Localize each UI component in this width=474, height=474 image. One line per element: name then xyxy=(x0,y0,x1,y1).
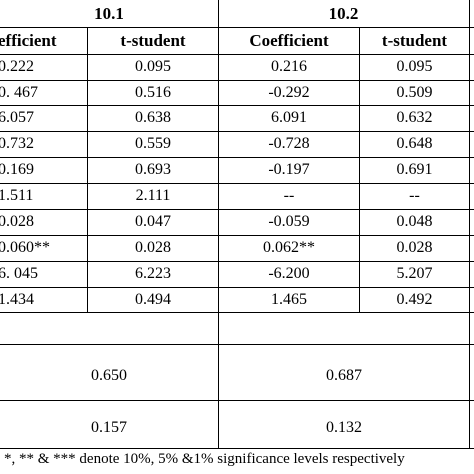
table-cell: 0. 467 xyxy=(0,84,38,101)
footnote: *, ** & *** denote 10%, 5% &1% significa… xyxy=(4,451,405,467)
summary-cell: 0.157 xyxy=(91,419,127,436)
rule xyxy=(0,400,474,401)
table-cell: 1.434 xyxy=(0,291,34,308)
rule xyxy=(0,157,474,158)
table-cell: 0.028 xyxy=(0,213,34,230)
rule xyxy=(0,27,474,28)
rule xyxy=(469,0,470,448)
summary-cell: 0.687 xyxy=(326,367,362,384)
column-header: efficient xyxy=(0,31,57,50)
table-cell: 0.047 xyxy=(135,213,171,230)
rule xyxy=(0,344,474,345)
rule xyxy=(0,183,474,184)
rule xyxy=(0,235,474,236)
table-cell: 2.111 xyxy=(135,187,171,204)
table-cell: -6.200 xyxy=(268,265,310,282)
table-cell: 0.691 xyxy=(396,161,433,178)
table-cell: -0.728 xyxy=(268,135,310,152)
rule xyxy=(0,261,474,262)
table-cell: 0.516 xyxy=(135,84,171,101)
table-cell: 0.062** xyxy=(263,239,315,256)
table-cell: -- xyxy=(283,187,295,204)
table-cell: 0.559 xyxy=(135,135,171,152)
column-header: Coefficient xyxy=(249,31,329,50)
table-cell: 0.095 xyxy=(396,58,433,75)
rule xyxy=(0,105,474,106)
table-cell: 0.222 xyxy=(0,58,34,75)
summary-cell: 0.132 xyxy=(326,419,362,436)
table-cell: 0.048 xyxy=(396,213,433,230)
table-cell: 6.057 xyxy=(0,109,34,126)
group-header: 10.1 xyxy=(94,4,124,23)
table-cell: 0.216 xyxy=(271,58,307,75)
table-cell: -0.197 xyxy=(268,161,310,178)
rule xyxy=(0,80,474,81)
column-header: t-student xyxy=(381,31,448,50)
table-cell: 0.632 xyxy=(396,109,433,126)
table-cell: -- xyxy=(409,187,420,204)
table-cell: 0.169 xyxy=(0,161,34,178)
rule xyxy=(0,312,474,313)
table-cell: 6.223 xyxy=(135,265,171,282)
table-cell: 0.693 xyxy=(135,161,171,178)
table-cell: 0.732 xyxy=(0,135,34,152)
table-cell: 6.091 xyxy=(271,109,307,126)
table-cell: 0.509 xyxy=(396,84,433,101)
rule xyxy=(0,131,474,132)
rule xyxy=(0,209,474,210)
table-cell: 5.207 xyxy=(396,265,433,282)
rule xyxy=(359,27,360,312)
table-cell: 0.028 xyxy=(396,239,433,256)
table-cell: 0.494 xyxy=(135,291,171,308)
rule xyxy=(87,27,88,312)
table-cell: 0.648 xyxy=(396,135,433,152)
table-cell: 1.511 xyxy=(0,187,34,204)
table-cell: -0.292 xyxy=(268,84,310,101)
column-header: t-student xyxy=(120,31,186,50)
table-cell: 0.095 xyxy=(135,58,171,75)
rule xyxy=(0,54,474,55)
rule xyxy=(0,287,474,288)
table-cell: 0.028 xyxy=(135,239,171,256)
summary-cell: 0.650 xyxy=(91,367,127,384)
table-cell: 0.060** xyxy=(0,239,50,256)
rule xyxy=(0,448,474,449)
table-cell: 6. 045 xyxy=(0,265,38,282)
table-cell: 1.465 xyxy=(271,291,307,308)
table-cell: -0.059 xyxy=(268,213,310,230)
group-header: 10.2 xyxy=(328,4,359,23)
table-cell: 0.638 xyxy=(135,109,171,126)
table-cell: 0.492 xyxy=(396,291,433,308)
rule xyxy=(218,0,219,448)
